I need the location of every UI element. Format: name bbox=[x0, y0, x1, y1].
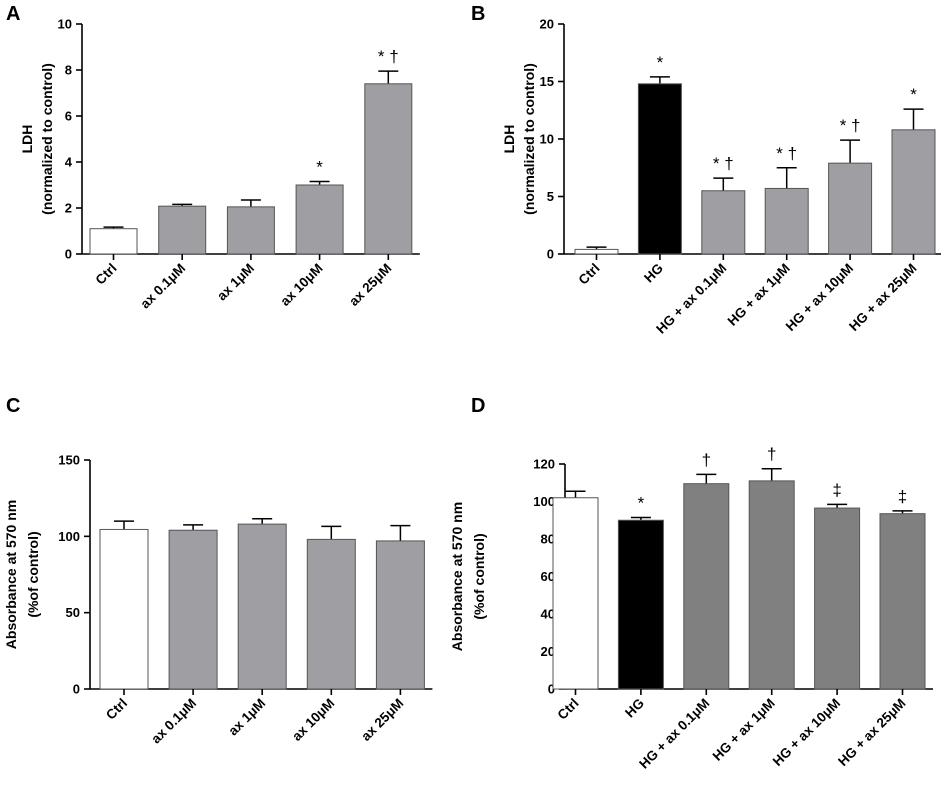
bar bbox=[158, 205, 207, 255]
y-tick-label: 6 bbox=[65, 109, 72, 124]
x-category-label: HG bbox=[622, 696, 647, 721]
significance-mark: ‡ bbox=[898, 487, 907, 506]
y-tick-label: 0 bbox=[65, 247, 72, 262]
bar bbox=[828, 162, 873, 255]
x-category-label: Ctrl bbox=[555, 696, 582, 723]
significance-mark: * † bbox=[378, 47, 399, 66]
significance-mark: * † bbox=[840, 116, 861, 135]
x-category-label: HG + ax 1μM bbox=[725, 261, 793, 329]
x-category-label: ax 0.1μM bbox=[137, 261, 188, 312]
y-tick-label: 60 bbox=[541, 569, 555, 584]
bar bbox=[891, 129, 936, 255]
y-tick-label: 80 bbox=[541, 532, 555, 547]
y-axis-label: (normalized to control) bbox=[521, 63, 537, 215]
y-tick-label: 120 bbox=[533, 457, 555, 472]
significance-mark: ‡ bbox=[832, 480, 841, 499]
y-axis-label: (%of control) bbox=[25, 531, 41, 617]
y-axis-label: (%of control) bbox=[471, 533, 487, 619]
bar bbox=[226, 206, 275, 255]
significance-mark: * bbox=[316, 158, 323, 177]
x-category-label: ax 1μM bbox=[214, 261, 257, 304]
y-tick-label: 15 bbox=[540, 74, 554, 89]
bar bbox=[168, 529, 218, 690]
y-tick-label: 10 bbox=[540, 132, 554, 147]
bar bbox=[89, 228, 138, 255]
bar bbox=[814, 507, 861, 690]
significance-mark: * bbox=[910, 85, 917, 104]
x-category-label: HG bbox=[641, 261, 666, 286]
bar bbox=[306, 538, 356, 690]
y-axis-label: LDH bbox=[19, 125, 35, 154]
panel-d: D 0 20 40 60 80 100 120 Absorbance at 570 nm (%of… bbox=[449, 395, 933, 772]
x-category-label: ax 10μM bbox=[289, 696, 337, 744]
bar bbox=[764, 187, 809, 255]
bar bbox=[552, 497, 599, 690]
x-category-label: HG + ax 1μM bbox=[710, 696, 778, 764]
significance-mark: * bbox=[638, 493, 645, 512]
y-tick-label: 0 bbox=[547, 247, 554, 262]
y-axis-label: (normalized to control) bbox=[39, 63, 55, 215]
x-category-label: Ctrl bbox=[103, 696, 130, 723]
bar bbox=[99, 528, 149, 690]
y-tick-label: 8 bbox=[65, 63, 72, 78]
significance-mark: † bbox=[702, 450, 711, 469]
y-tick-label: 20 bbox=[541, 644, 555, 659]
panel-letter: A bbox=[6, 3, 20, 25]
panel-letter: B bbox=[471, 3, 485, 25]
y-tick-label: 5 bbox=[547, 189, 554, 204]
bar bbox=[701, 190, 746, 255]
panel-c: C 0 50 100 150 Absorbance at 570 nm (%of contr… bbox=[3, 395, 433, 747]
y-tick-label: 50 bbox=[66, 605, 80, 620]
bar bbox=[879, 513, 926, 690]
x-category-label: ax 25μM bbox=[346, 261, 394, 309]
y-tick-label: 40 bbox=[541, 607, 555, 622]
bar bbox=[617, 519, 664, 690]
y-axis-label: Absorbance at 570 nm bbox=[449, 502, 465, 651]
bar bbox=[237, 523, 287, 690]
y-axis-label: Absorbance at 570 nm bbox=[3, 500, 19, 649]
y-tick-label: 0 bbox=[548, 682, 555, 697]
bar bbox=[574, 248, 619, 255]
x-category-label: HG + ax 25μM bbox=[846, 261, 919, 334]
significance-mark: * † bbox=[713, 154, 734, 173]
x-category-label: HG + ax 0.1μM bbox=[636, 696, 712, 772]
y-tick-label: 20 bbox=[540, 17, 554, 32]
x-category-label: ax 1μM bbox=[225, 696, 268, 739]
panel-letter: D bbox=[471, 395, 485, 417]
x-category-label: Ctrl bbox=[576, 261, 603, 288]
bar bbox=[364, 83, 413, 255]
bar bbox=[637, 83, 682, 255]
y-tick-label: 100 bbox=[58, 529, 80, 544]
x-category-label: Ctrl bbox=[93, 261, 120, 288]
y-tick-label: 0 bbox=[73, 682, 80, 697]
y-tick-label: 4 bbox=[65, 155, 73, 170]
significance-mark: * † bbox=[776, 144, 797, 163]
y-tick-label: 10 bbox=[58, 17, 72, 32]
significance-mark: * bbox=[657, 53, 664, 72]
y-tick-label: 100 bbox=[533, 494, 555, 509]
panel-b: B 0 5 10 15 20 LDH (normalized to control) Ctrl H… bbox=[471, 3, 941, 337]
x-category-label: HG + ax 10μM bbox=[770, 696, 843, 769]
x-category-label: ax 25μM bbox=[358, 696, 406, 744]
y-axis-label: LDH bbox=[501, 125, 517, 154]
x-category-label: ax 10μM bbox=[277, 261, 325, 309]
y-tick-label: 150 bbox=[58, 453, 80, 468]
significance-mark: † bbox=[767, 445, 776, 464]
x-category-label: HG + ax 25μM bbox=[835, 696, 908, 769]
x-category-label: ax 0.1μM bbox=[148, 696, 199, 747]
bar bbox=[748, 480, 795, 690]
bar bbox=[683, 483, 730, 690]
y-tick-label: 2 bbox=[65, 201, 72, 216]
bar bbox=[375, 540, 425, 690]
bar bbox=[295, 184, 344, 255]
panel-letter: C bbox=[6, 395, 20, 417]
